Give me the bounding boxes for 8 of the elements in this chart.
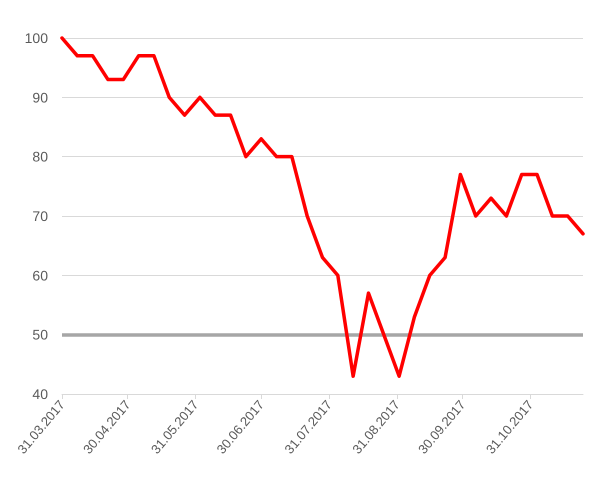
y-tick-label: 50 bbox=[32, 326, 48, 343]
y-tick-label: 100 bbox=[24, 30, 48, 46]
y-tick-label: 80 bbox=[32, 148, 48, 165]
y-tick-label: 70 bbox=[32, 208, 48, 224]
y-tick-label: 90 bbox=[32, 89, 48, 106]
y-tick-label: 40 bbox=[32, 386, 48, 402]
y-tick-label: 60 bbox=[32, 267, 48, 284]
line-series bbox=[60, 36, 585, 378]
